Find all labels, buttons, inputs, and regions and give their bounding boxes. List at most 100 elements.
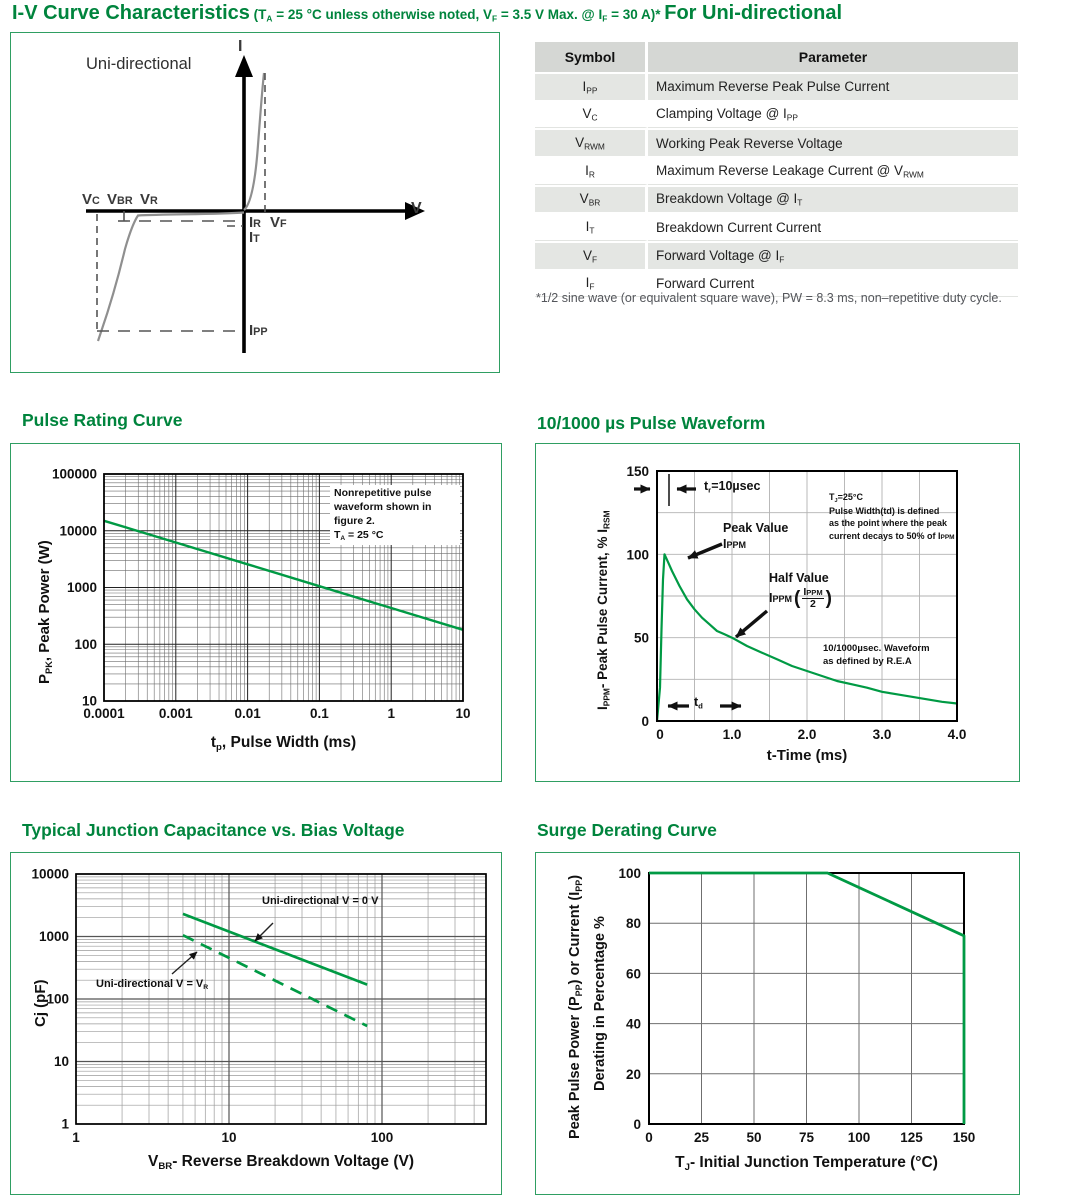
v-axis-arrow-icon: [405, 202, 425, 220]
svg-text:0: 0: [641, 714, 649, 729]
svg-text:60: 60: [626, 966, 641, 981]
symbol-parameter-table: Symbol Parameter IPP Maximum Reverse Peak P…: [535, 40, 1018, 299]
pulse-waveform-y-axis-title: IPPM- Peak Pulse Current, % IRSM: [595, 510, 612, 710]
minor-grid: [104, 474, 463, 701]
svg-text:125: 125: [900, 1130, 923, 1145]
table-row: VF Forward Voltage @ IF: [535, 243, 1018, 269]
uni-v0-line: [182, 912, 368, 986]
table-footnote: *1/2 sine wave (or equivalent square wav…: [536, 291, 1002, 305]
parameter-cell: Forward Voltage @ IF: [648, 243, 1018, 269]
svg-text:1.0: 1.0: [723, 727, 742, 742]
svg-text:4.0: 4.0: [948, 727, 967, 742]
parameter-cell: Forward Current: [648, 270, 1018, 298]
junction-capacitance-y-axis-title: Cj (pF): [32, 979, 49, 1027]
uni-v0-series-label: Uni-directional V = 0 V: [262, 895, 379, 907]
svg-text:10: 10: [221, 1130, 236, 1145]
table-row: VRWM Working Peak Reverse Voltage: [535, 130, 1018, 157]
svg-text:1000: 1000: [39, 929, 69, 944]
v-axis-label: V: [411, 200, 422, 217]
pulse-waveform-chart: 150 100 50 00 1.0 2.0 3.0 4.0: [626, 464, 967, 742]
grid: [657, 471, 957, 721]
pulse-rating-note: Nonrepetitive pulse waveform shown in figu…: [330, 485, 460, 546]
heading-junction-capacitance: Typical Junction Capacitance vs. Bias Vo…: [22, 820, 405, 840]
column-header: Parameter: [648, 42, 1018, 72]
half-value-symbol: IPPM: [769, 591, 792, 606]
column-header: Symbol: [535, 42, 648, 72]
title-suffix: For Uni-directional: [664, 2, 843, 24]
surge-derating-x-axis-title: TJ- Initial Junction Temperature (°C): [675, 1154, 938, 1174]
iv-curve-figure-box: Uni-directional I V VC VBR VR IR VF IT I…: [10, 32, 500, 373]
annotation-arrows: [634, 474, 769, 711]
surge-derating-chart: 100 80 60 40 20 00 25 50 75 100 125 150: [618, 866, 976, 1145]
parameter-cell: Working Peak Reverse Voltage: [648, 130, 1018, 157]
td-annotation: td: [694, 695, 703, 711]
half-value-text: Half Value: [769, 571, 829, 585]
svg-text:10: 10: [82, 694, 97, 709]
svg-text:10: 10: [54, 1054, 69, 1069]
svg-text:0.1: 0.1: [310, 706, 329, 721]
symbol-cell: IT: [535, 214, 648, 242]
svg-text:1: 1: [72, 1130, 80, 1145]
heading-pulse-rating: Pulse Rating Curve: [22, 410, 183, 430]
ipp-label: IPP: [249, 322, 268, 339]
svg-text:0: 0: [656, 727, 664, 742]
surge-derating-y-axis-title-2: Derating in Percentage %: [592, 916, 608, 1091]
symbol-cell: IF: [535, 270, 648, 298]
page-title: I-V Curve Characteristics (TA = 25 °C un…: [12, 2, 842, 25]
svg-text:0.0001: 0.0001: [83, 706, 125, 721]
table-row: VBR Breakdown Voltage @ IT: [535, 186, 1018, 213]
parameter-cell: Maximum Reverse Leakage Current @ VRWM: [648, 158, 1018, 185]
table-row: VC Clamping Voltage @ IPP: [535, 101, 1018, 129]
junction-capacitance-x-axis-title: VBR- Reverse Breakdown Voltage (V): [148, 1153, 414, 1173]
symbol-cell: VC: [535, 101, 648, 129]
pulse-waveform-curve: [655, 553, 958, 722]
peak-power-line: [103, 519, 464, 631]
half-value-label: Half Value IPPM ( IPPM 2 ): [769, 571, 832, 611]
symbol-cell: VF: [535, 243, 648, 269]
svg-text:80: 80: [626, 916, 641, 931]
svg-text:100: 100: [46, 992, 69, 1007]
junction-capacitance-chart: 10000 1000 100 10 11 10 100: [31, 867, 487, 1145]
left-paren: (: [794, 588, 801, 610]
svg-text:0: 0: [645, 1130, 653, 1145]
ippm-over-2-fraction: IPPM 2: [802, 585, 824, 611]
i-axis-arrow-icon: [235, 55, 253, 77]
svg-text:3.0: 3.0: [873, 727, 892, 742]
svg-text:50: 50: [634, 631, 649, 646]
svg-text:0.01: 0.01: [234, 706, 261, 721]
dashed-guides: [96, 73, 266, 332]
rea-note: 10/1000µsec. Waveform as defined by R.E.A: [823, 643, 930, 667]
svg-text:1000: 1000: [67, 580, 97, 595]
junction-capacitance-chart-box: 10000 1000 100 10 1 1 10 100 Uni-directional V …: [10, 852, 502, 1195]
ir-label: IR: [249, 214, 261, 231]
table-header-row: Symbol Parameter: [535, 42, 1018, 72]
annotation-arrows: [171, 922, 274, 975]
svg-text:1: 1: [387, 706, 395, 721]
svg-text:150: 150: [626, 464, 649, 479]
uni-vr-line: [182, 933, 368, 1028]
svg-text:10: 10: [455, 706, 470, 721]
svg-text:25: 25: [694, 1130, 710, 1145]
svg-text:150: 150: [953, 1130, 976, 1145]
iv-uni-directional-label: Uni-directional: [86, 55, 192, 73]
svg-text:0: 0: [633, 1117, 641, 1132]
tj-note: TJ=25°C Pulse Width(td) is defined as the …: [829, 492, 955, 541]
svg-text:2.0: 2.0: [798, 727, 817, 742]
title-main: I-V Curve Characteristics: [12, 2, 250, 24]
symbol-cell: IR: [535, 158, 648, 185]
parameter-cell: Clamping Voltage @ IPP: [648, 101, 1018, 129]
grid: [649, 873, 964, 1124]
peak-value-label: Peak Value IPPM: [723, 521, 789, 551]
forward-curve: [243, 72, 266, 211]
pulse-rating-chart-box: 100000 10000 1000 100 10 0.0001 0.001 0.01 0.1 1 1…: [10, 443, 502, 782]
derating-line: [649, 871, 966, 1124]
surge-derating-chart-box: 100 80 60 40 20 0 0 25 50 75 100 125 150 TJ- Initial…: [535, 852, 1020, 1195]
table-row: IT Breakdown Current Current: [535, 214, 1018, 242]
table-row: IPP Maximum Reverse Peak Pulse Current: [535, 74, 1018, 100]
tr-annotation: tr=10µsec: [704, 479, 761, 495]
svg-text:100000: 100000: [52, 467, 97, 482]
svg-text:100: 100: [848, 1130, 871, 1145]
parameter-cell: Breakdown Current Current: [648, 214, 1018, 242]
